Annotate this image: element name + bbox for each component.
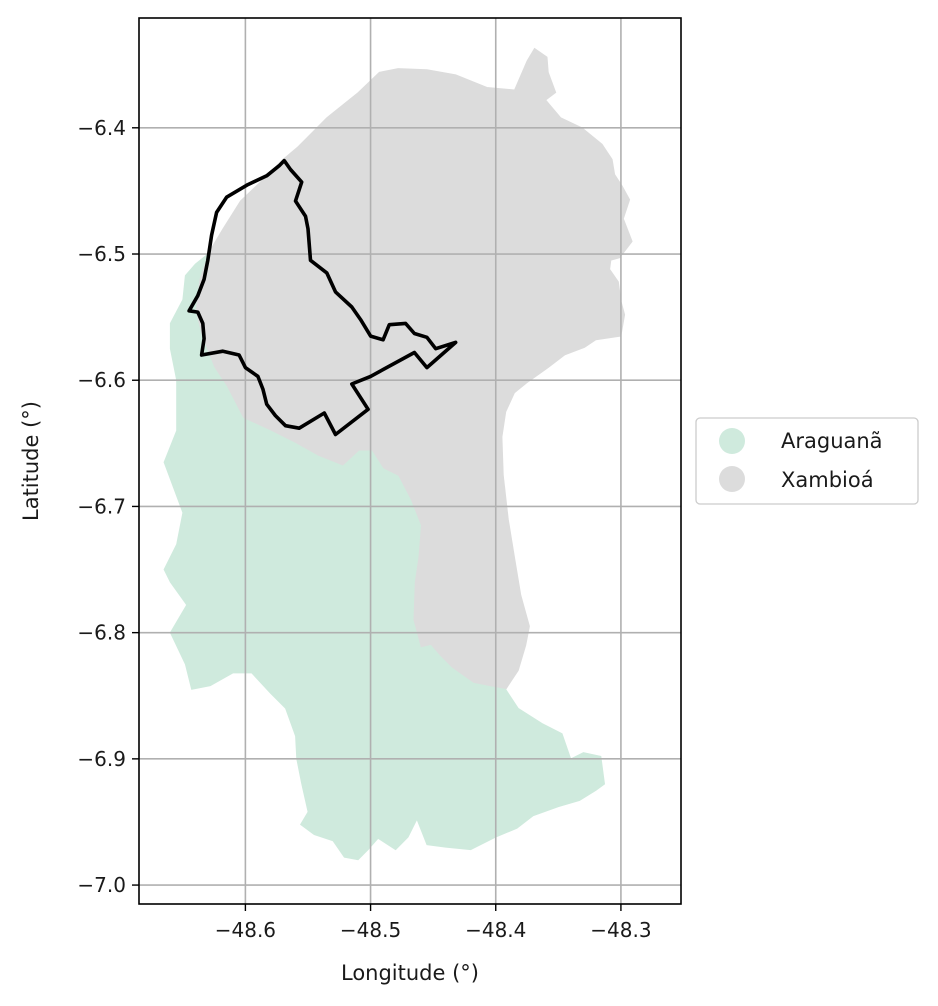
x-tick-label: −48.3 [590,918,651,942]
plot-frame [138,17,682,905]
y-tick-label: −6.9 [77,747,126,771]
boundary-polygon [187,158,458,437]
y-tick-label: −6.6 [77,368,126,392]
x-tick-label: −48.4 [465,918,526,942]
y-tick-label: −7.0 [77,873,126,897]
y-axis-ticks: −6.4 −6.5 −6.6 −6.7 −6.8 −6.9 −7.0 [77,116,139,897]
legend-marker-xambioa [719,466,745,492]
grid-lines [139,18,681,904]
x-tick-label: −48.6 [215,918,276,942]
y-tick-label: −6.5 [77,242,126,266]
y-tick-label: −6.8 [77,621,126,645]
y-axis-label: Latitude (°) [19,401,43,521]
legend-frame [695,417,919,505]
x-axis-ticks: −48.6 −48.5 −48.4 −48.3 [215,904,652,942]
legend-label-araguana: Araguanã [781,429,883,453]
legend-marker-araguana [719,428,745,454]
y-tick-label: −6.7 [77,494,126,518]
y-tick-label: −6.4 [77,116,126,140]
x-tick-label: −48.5 [340,918,401,942]
legend: Araguanã Xambioá [695,417,919,505]
x-axis-label: Longitude (°) [341,961,479,985]
legend-label-xambioa: Xambioá [781,468,874,492]
area-boundary-outline [187,158,458,437]
